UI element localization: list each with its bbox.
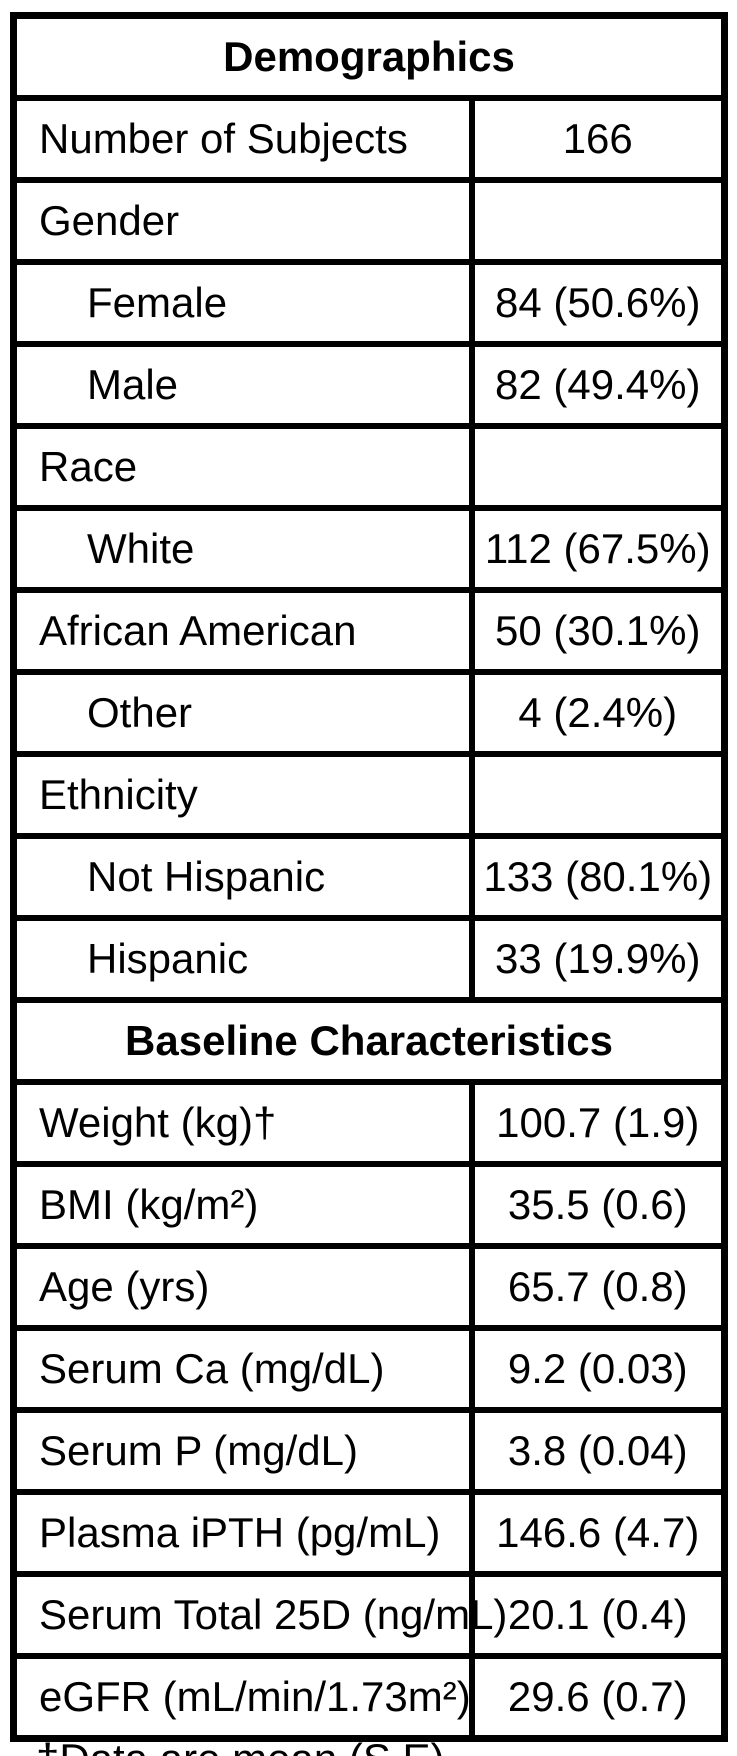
baseline-section-header: Baseline Characteristics: [10, 997, 728, 1085]
table-row: Serum P (mg/dL) 3.8 (0.04): [10, 1407, 728, 1495]
row-label: Hispanic: [10, 915, 475, 1003]
row-label: Weight (kg)†: [10, 1079, 475, 1167]
row-label: Female: [10, 259, 475, 347]
table-row: Race: [10, 423, 728, 511]
row-value: [468, 423, 728, 511]
table-row: BMI (kg/m²) 35.5 (0.6): [10, 1161, 728, 1249]
row-label: Age (yrs): [10, 1243, 475, 1331]
table-row: Male 82 (49.4%): [10, 341, 728, 429]
row-value: 65.7 (0.8): [468, 1243, 728, 1331]
row-value: 29.6 (0.7): [468, 1653, 728, 1742]
table-row: White 112 (67.5%): [10, 505, 728, 593]
row-label: Gender: [10, 177, 475, 265]
row-value: [468, 751, 728, 839]
table-row: Female 84 (50.6%): [10, 259, 728, 347]
row-value: 84 (50.6%): [468, 259, 728, 347]
row-value: 112 (67.5%): [468, 505, 728, 593]
row-value: 166: [468, 95, 728, 183]
table-row: Serum Total 25D (ng/mL) 20.1 (0.4): [10, 1571, 728, 1659]
table-row: Hispanic 33 (19.9%): [10, 915, 728, 1003]
row-label: Plasma iPTH (pg/mL): [10, 1489, 475, 1577]
row-value: 35.5 (0.6): [468, 1161, 728, 1249]
row-value: 50 (30.1%): [468, 587, 728, 675]
row-label: eGFR (mL/min/1.73m²): [10, 1653, 475, 1742]
row-label: Not Hispanic: [10, 833, 475, 921]
table-row: Number of Subjects 166: [10, 95, 728, 183]
table-row: eGFR (mL/min/1.73m²) 29.6 (0.7): [10, 1653, 728, 1742]
row-label: BMI (kg/m²): [10, 1161, 475, 1249]
row-value: 100.7 (1.9): [468, 1079, 728, 1167]
row-label: White: [10, 505, 475, 593]
demographics-table: Demographics Number of Subjects 166 Gend…: [10, 12, 728, 1742]
table-row: Plasma iPTH (pg/mL) 146.6 (4.7): [10, 1489, 728, 1577]
row-value: 3.8 (0.04): [468, 1407, 728, 1495]
row-value: 133 (80.1%): [468, 833, 728, 921]
table-row: Ethnicity: [10, 751, 728, 839]
row-label: African American: [10, 587, 475, 675]
table-row: Not Hispanic 133 (80.1%): [10, 833, 728, 921]
section-header-row: Baseline Characteristics: [10, 997, 728, 1085]
row-label: Serum Total 25D (ng/mL): [10, 1571, 507, 1659]
row-value: 33 (19.9%): [468, 915, 728, 1003]
section-header-row: Demographics: [10, 12, 728, 101]
table-row: Age (yrs) 65.7 (0.8): [10, 1243, 728, 1331]
table-row: Weight (kg)† 100.7 (1.9): [10, 1079, 728, 1167]
row-value: 20.1 (0.4): [468, 1571, 728, 1659]
table-row: Serum Ca (mg/dL) 9.2 (0.03): [10, 1325, 728, 1413]
table-row: African American 50 (30.1%): [10, 587, 728, 675]
row-label: Other: [10, 669, 475, 757]
row-label: Race: [10, 423, 475, 511]
row-value: 146.6 (4.7): [468, 1489, 728, 1577]
row-value: 4 (2.4%): [468, 669, 728, 757]
row-label: Serum Ca (mg/dL): [10, 1325, 475, 1413]
table-row: Other 4 (2.4%): [10, 669, 728, 757]
footnote: †Data are mean (S.E): [36, 1735, 445, 1756]
row-label: Serum P (mg/dL): [10, 1407, 475, 1495]
row-value: 9.2 (0.03): [468, 1325, 728, 1413]
row-label: Number of Subjects: [10, 95, 475, 183]
row-value: 82 (49.4%): [468, 341, 728, 429]
row-value: [468, 177, 728, 265]
demographics-section-header: Demographics: [10, 12, 728, 101]
row-label: Male: [10, 341, 475, 429]
table-row: Gender: [10, 177, 728, 265]
row-label: Ethnicity: [10, 751, 475, 839]
